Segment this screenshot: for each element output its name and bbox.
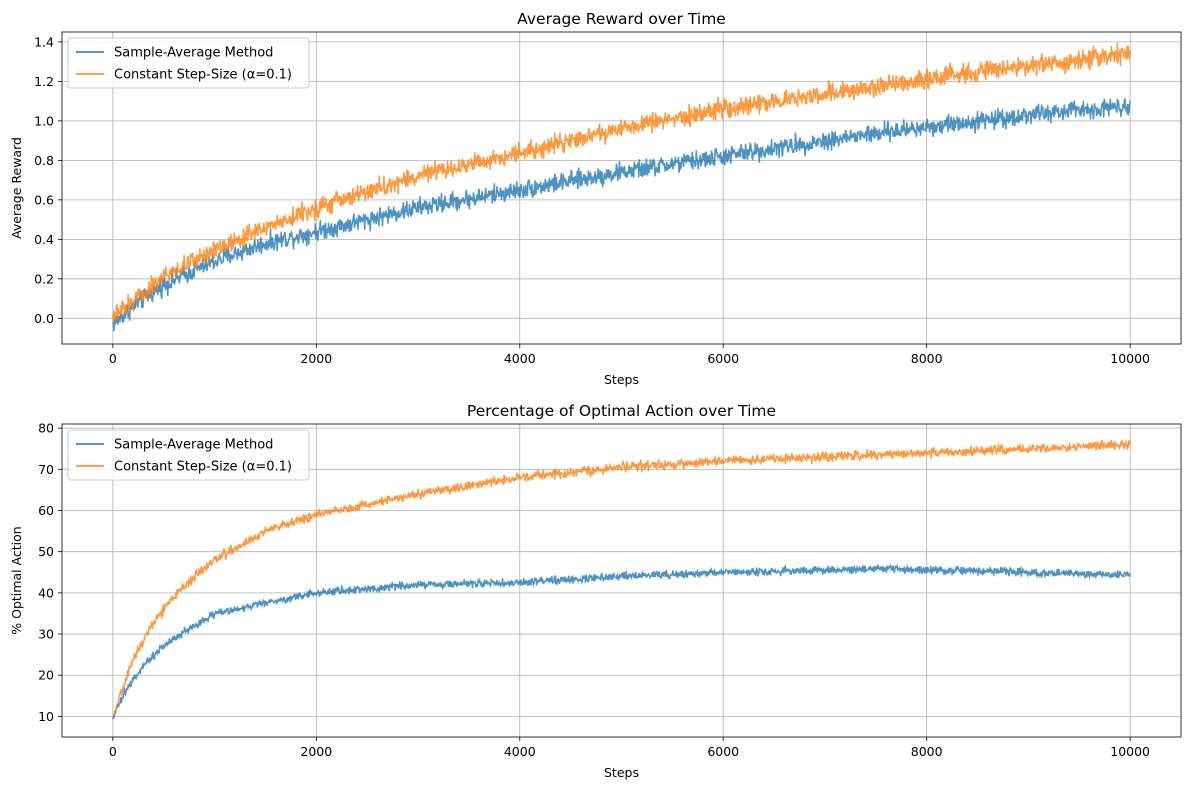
legend-entry-label: Constant Step-Size (α=0.1) [114,460,292,475]
series-line-sample-average [112,563,1131,720]
y-tick-label: 1.4 [34,34,54,49]
legend-entry-label: Constant Step-Size (α=0.1) [114,68,292,83]
x-tick-label: 10000 [1110,744,1150,759]
y-tick-label: 0.6 [34,192,54,207]
y-tick-label: 60 [38,503,54,518]
optimal-action-chart-panel: 0 2000 4000 6000 8000 10000 10 20 30 40 50 60 70 80 Pe… [9,402,1182,780]
x-tick-label: 2000 [300,351,332,366]
y-tick-label: 10 [38,709,54,724]
reward-chart-panel: 0 2000 4000 6000 8000 10000 0.0 0.2 0.4 0.6 0.8 1.0… [9,10,1182,387]
y-tick-label: 0.2 [34,271,54,286]
x-tick-label: 2000 [300,744,332,759]
legend-box [67,429,310,481]
legend: Sample-Average Method Constant Step-Size … [67,37,310,89]
legend: Sample-Average Method Constant Step-Size … [67,429,310,481]
y-axis-label: Average Reward [9,137,24,239]
x-tick-label: 0 [109,351,117,366]
x-axis-label: Steps [604,372,639,387]
y-tick-label: 30 [38,627,54,642]
y-tick-label: 40 [38,585,54,600]
x-tick-label: 0 [109,744,117,759]
y-tick-label: 0.4 [34,232,54,247]
y-tick-label: 1.0 [34,113,54,128]
legend-box [67,37,310,89]
plot-frame [61,423,1182,738]
y-tick-label: 1.2 [34,74,54,89]
y-tick-label: 0.8 [34,153,54,168]
x-tick-label: 10000 [1110,351,1150,366]
series-line-constant-step-size [112,439,1131,717]
chart-title: Percentage of Optimal Action over Time [467,402,776,420]
y-tick-label: 80 [38,421,54,436]
y-tick-label: 70 [38,462,54,477]
x-tick-label: 8000 [911,351,943,366]
y-tick-label: 50 [38,544,54,559]
x-tick-label: 6000 [707,351,739,366]
x-tick-label: 8000 [911,744,943,759]
series-line-constant-step-size [112,42,1131,322]
x-tick-label: 4000 [504,744,536,759]
plot-frame [61,31,1182,345]
y-axis-label: % Optimal Action [9,526,24,634]
x-tick-label: 4000 [504,351,536,366]
x-axis-label: Steps [604,765,639,780]
legend-entry-label: Sample-Average Method [114,46,273,61]
y-tick-label: 20 [38,668,54,683]
legend-entry-label: Sample-Average Method [114,438,273,453]
x-tick-label: 6000 [707,744,739,759]
y-tick-label: 0.0 [34,311,54,326]
chart-title: Average Reward over Time [517,10,726,28]
series-line-sample-average [112,98,1131,332]
